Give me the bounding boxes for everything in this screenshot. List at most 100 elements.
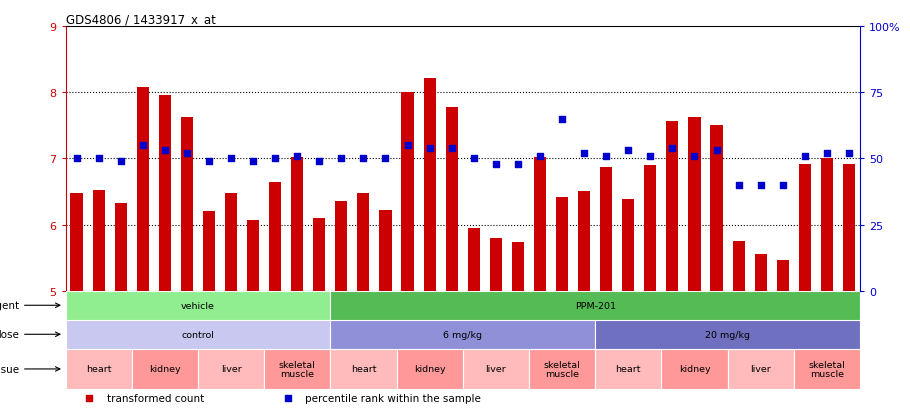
Bar [313,218,326,291]
Point [179,150,194,157]
Point [665,145,680,152]
Point [467,156,481,162]
Point [422,145,437,152]
Bar [578,192,591,291]
Bar [203,212,215,291]
Bar [534,158,546,291]
Bar [733,242,744,291]
Bar [595,349,662,389]
Point [69,156,84,162]
Point [709,148,723,154]
Text: skeletal
muscle: skeletal muscle [278,360,316,378]
Bar [291,158,303,291]
Bar [379,211,391,291]
Point [732,182,746,189]
Point [114,158,128,165]
Bar [794,349,860,389]
Text: 20 mg/kg: 20 mg/kg [705,330,750,339]
Text: dose: dose [0,330,19,339]
Bar [247,221,259,291]
Bar [462,349,529,389]
Bar [754,255,767,291]
Text: heart: heart [350,365,376,373]
Point [246,158,260,165]
Bar [728,349,794,389]
Text: heart: heart [615,365,641,373]
Bar [115,204,126,291]
Bar [511,243,524,291]
Point [842,150,856,157]
Point [775,182,790,189]
Point [91,156,106,162]
Bar [70,194,83,291]
Point [157,148,172,154]
Point [136,142,150,149]
Bar [225,194,238,291]
Point [356,156,370,162]
Point [290,153,305,159]
Bar [401,93,414,291]
Bar [66,349,132,389]
Point [312,158,327,165]
Bar [330,320,595,349]
Text: GDS4806 / 1433917_x_at: GDS4806 / 1433917_x_at [66,13,216,26]
Bar [556,197,568,291]
Point [577,150,592,157]
Text: kidney: kidney [414,365,446,373]
Bar [529,349,595,389]
Point [621,148,635,154]
Text: percentile rank within the sample: percentile rank within the sample [306,393,481,403]
Point [797,153,812,159]
Point [82,395,96,401]
Text: control: control [181,330,215,339]
Point [444,145,459,152]
Bar [330,349,397,389]
Bar [468,228,480,291]
Point [400,142,415,149]
Bar [397,349,462,389]
Bar [666,121,679,291]
Point [753,182,768,189]
Text: transformed count: transformed count [106,393,204,403]
Bar [66,320,330,349]
Bar [843,164,855,291]
Point [687,153,702,159]
Point [555,116,570,123]
Bar [821,159,833,291]
Bar [197,349,264,389]
Bar [662,349,728,389]
Bar [93,191,105,291]
Bar [644,166,656,291]
Bar [269,182,281,291]
Bar [490,238,502,291]
Point [532,153,547,159]
Point [224,156,238,162]
Bar [595,320,860,349]
Text: tissue: tissue [0,364,19,374]
Bar [330,291,860,320]
Text: kidney: kidney [149,365,181,373]
Point [643,153,658,159]
Point [334,156,349,162]
Text: skeletal
muscle: skeletal muscle [543,360,581,378]
Bar [423,78,436,291]
Text: 6 mg/kg: 6 mg/kg [443,330,482,339]
Text: liver: liver [750,365,771,373]
Text: vehicle: vehicle [181,301,215,310]
Bar [136,88,149,291]
Text: agent: agent [0,301,19,311]
Point [379,156,393,162]
Text: skeletal
muscle: skeletal muscle [808,360,845,378]
Point [489,161,503,168]
Text: liver: liver [485,365,506,373]
Bar [776,260,789,291]
Point [202,158,217,165]
Bar [446,108,458,291]
Bar [66,291,330,320]
Bar [711,126,723,291]
Bar [335,202,348,291]
Point [820,150,834,157]
Point [599,153,613,159]
Bar [600,168,612,291]
Point [280,395,295,401]
